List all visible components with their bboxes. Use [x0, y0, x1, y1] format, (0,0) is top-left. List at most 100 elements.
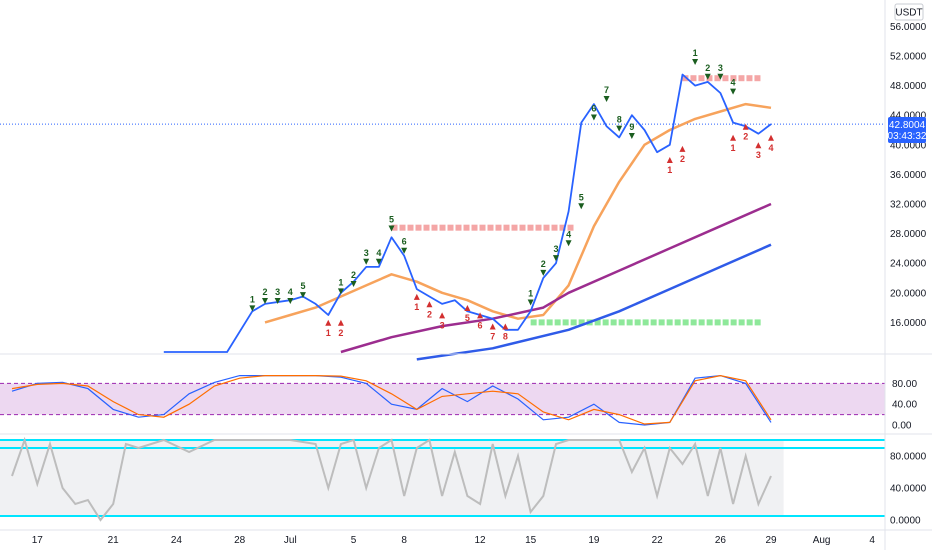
support-block — [658, 319, 665, 326]
moving-average-line — [340, 202, 772, 354]
support-block — [618, 319, 625, 326]
resistance-block — [455, 224, 462, 231]
support-block — [754, 319, 761, 326]
sequence-count-label: 1 — [731, 143, 736, 153]
sequence-count-label: 3 — [275, 287, 280, 297]
moving-average-line — [416, 243, 772, 361]
support-block — [706, 319, 713, 326]
resistance-block — [503, 224, 510, 231]
buy-signal-triangle — [603, 96, 610, 102]
countdown-timer: 03:43:32 — [888, 131, 927, 142]
support-block — [690, 319, 697, 326]
y-tick-label: 48.0000 — [890, 81, 927, 92]
current-price-value: 42.8004 — [889, 120, 926, 131]
y-tick-label: 24.0000 — [890, 259, 927, 270]
support-block — [666, 319, 673, 326]
stoch-pane[interactable] — [0, 374, 885, 426]
sell-signal-triangle — [489, 323, 496, 330]
buy-signal-triangle — [578, 203, 585, 210]
support-block — [602, 319, 609, 326]
sell-signal-triangle — [755, 142, 762, 149]
sequence-count-label: 2 — [262, 287, 267, 297]
buy-signal-triangle — [375, 258, 382, 265]
support-block — [610, 319, 617, 326]
y-tick-label: 52.0000 — [890, 52, 927, 63]
support-block — [674, 319, 681, 326]
sequence-count-label: 2 — [705, 63, 710, 73]
support-block — [746, 319, 753, 326]
buy-signal-triangle — [616, 125, 623, 132]
rsi-background — [0, 440, 784, 516]
support-block — [594, 319, 601, 326]
resistance-block — [714, 75, 721, 82]
buy-signal-triangle — [337, 288, 344, 295]
support-block — [738, 319, 745, 326]
sequence-count-label: 7 — [490, 332, 495, 342]
resistance-block — [567, 224, 574, 231]
stoch-d-line — [11, 374, 772, 425]
rsi-pane[interactable] — [0, 436, 885, 522]
resistance-block — [399, 224, 406, 231]
support-block — [530, 319, 537, 326]
resistance-block — [407, 224, 414, 231]
sequence-count-label: 5 — [300, 281, 305, 291]
x-tick-label: 19 — [588, 535, 600, 546]
rsi-line — [11, 436, 772, 522]
sequence-count-label: 3 — [440, 320, 445, 330]
sequence-count-label: 5 — [579, 192, 584, 202]
x-tick-label: 29 — [765, 535, 777, 546]
buy-signal-triangle — [388, 225, 395, 232]
currency-badge[interactable]: USDT — [894, 3, 924, 21]
resistance-block — [559, 224, 566, 231]
resistance-block — [471, 224, 478, 231]
stoch-y-tick-label: 80.00 — [892, 379, 917, 390]
support-block — [554, 319, 561, 326]
buy-signal-triangle — [249, 305, 256, 312]
rsi-y-tick-label: 40.0000 — [890, 484, 927, 495]
price-line — [163, 73, 772, 353]
sell-signal-triangle — [439, 312, 446, 319]
sequence-count-label: 1 — [326, 328, 331, 338]
resistance-block — [479, 224, 486, 231]
buy-signal-triangle — [730, 88, 737, 95]
sell-signal-triangle — [464, 305, 471, 311]
sell-signal-triangle — [742, 123, 749, 130]
sequence-count-label: 2 — [338, 328, 343, 338]
rsi-y-tick-label: 80.0000 — [890, 452, 927, 463]
buy-signal-triangle — [350, 281, 357, 287]
sell-signal-triangle — [730, 134, 737, 141]
support-block — [578, 319, 585, 326]
x-tick-label: Jul — [284, 535, 297, 546]
buy-signal-triangle — [717, 73, 724, 80]
sequence-count-label: 1 — [250, 294, 255, 304]
stoch-band — [0, 383, 885, 415]
resistance-block — [511, 224, 518, 231]
sequence-count-label: 6 — [591, 104, 596, 114]
buy-signal-triangle — [628, 133, 635, 139]
buy-signal-triangle — [692, 59, 699, 65]
x-tick-label: Aug — [813, 535, 831, 546]
resistance-block — [423, 224, 430, 231]
sequence-count-label: 4 — [731, 78, 736, 88]
sell-signal-triangle — [477, 312, 484, 319]
x-tick-label: 21 — [108, 535, 120, 546]
stoch-y-tick-label: 0.00 — [892, 421, 912, 432]
sequence-count-label: 1 — [693, 48, 698, 58]
sequence-count-label: 2 — [427, 309, 432, 319]
buy-signal-triangle — [299, 292, 306, 299]
sequence-count-label: 2 — [351, 270, 356, 280]
current-price-label: 42.8004 03:43:32 — [888, 117, 927, 143]
sequence-count-label: 1 — [528, 289, 533, 299]
resistance-block — [535, 224, 542, 231]
support-block — [570, 319, 577, 326]
sequence-count-label: 5 — [465, 313, 470, 323]
sequence-count-label: 3 — [553, 244, 558, 254]
buy-signal-triangle — [540, 269, 547, 276]
resistance-block — [551, 224, 558, 231]
buy-signal-triangle — [287, 298, 294, 305]
y-tick-label: 36.0000 — [890, 170, 927, 181]
x-tick-label: 22 — [652, 535, 664, 546]
